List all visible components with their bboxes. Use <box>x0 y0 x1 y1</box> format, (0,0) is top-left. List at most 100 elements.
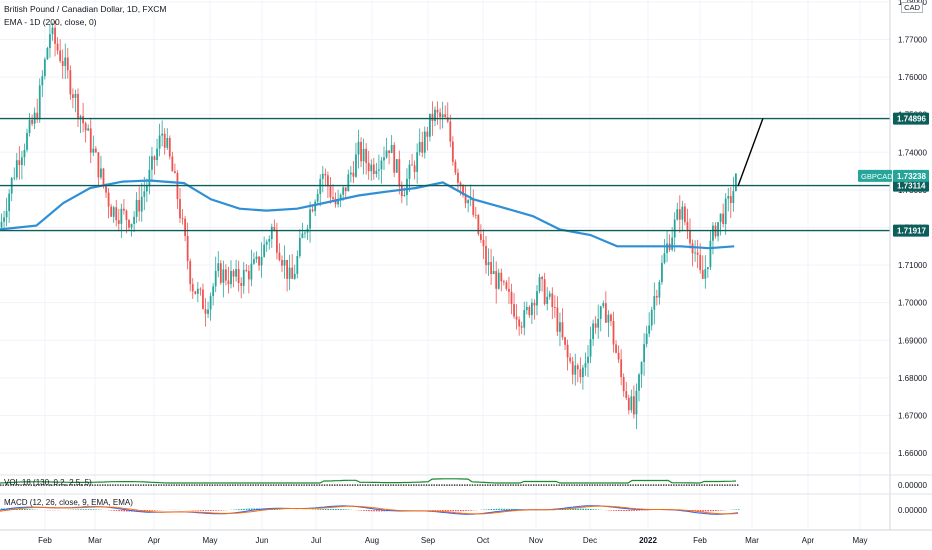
candle-body <box>531 302 533 316</box>
vol-bar <box>622 484 624 486</box>
candle-body <box>337 200 339 205</box>
candle-body <box>13 177 16 179</box>
vol-bar <box>359 484 361 486</box>
candle-body <box>245 269 248 271</box>
currency-badge[interactable]: CAD <box>901 2 923 13</box>
vol-bar <box>239 484 242 486</box>
macd-histogram-bar <box>697 510 699 512</box>
candle-body <box>462 185 464 196</box>
vol-bar <box>563 484 565 486</box>
candle-body <box>151 156 153 170</box>
candle-body <box>84 123 87 131</box>
vol-bar <box>147 484 150 486</box>
candle-body <box>653 296 656 310</box>
macd-histogram-bar <box>715 510 717 511</box>
vol-bar <box>354 484 356 486</box>
vol-bar <box>272 484 275 486</box>
vol-bar <box>122 484 124 486</box>
vol-bar <box>481 484 484 486</box>
candle-body <box>469 198 472 201</box>
candle-body <box>724 198 727 224</box>
candle-body <box>265 241 268 245</box>
vol-bar <box>453 484 456 486</box>
vol-bar <box>464 484 466 486</box>
vol-bar <box>306 484 308 486</box>
macd-histogram-bar <box>253 508 256 510</box>
candle-body <box>533 302 536 306</box>
macd-histogram-bar <box>95 509 97 510</box>
macd-histogram-bar <box>243 508 245 510</box>
vol-bar <box>476 484 479 486</box>
candle-body <box>559 322 561 332</box>
vol-bar <box>665 484 667 486</box>
vol-bar <box>532 484 535 486</box>
candle-body <box>250 263 253 280</box>
time-tick-label: Oct <box>477 536 490 545</box>
vol-bar <box>357 484 359 486</box>
vol-bar <box>395 484 397 486</box>
candle-body <box>21 157 23 166</box>
vol-bar <box>191 484 193 486</box>
vol-bar <box>586 484 588 486</box>
candle-body <box>227 280 230 285</box>
candle-body <box>474 214 477 216</box>
vol-bar <box>198 484 201 486</box>
vol-bar <box>346 484 349 486</box>
candle-body <box>640 362 643 375</box>
vol-bar <box>117 484 119 486</box>
macd-histogram-bar <box>574 508 577 510</box>
candle-body <box>105 184 107 193</box>
forecast-line[interactable] <box>737 118 764 187</box>
candle-body <box>528 306 531 316</box>
vol-bar <box>540 484 542 486</box>
vol-bar <box>499 484 502 486</box>
candle-body <box>556 307 559 332</box>
candle-body <box>253 259 255 264</box>
candle-body <box>145 186 148 192</box>
vol-bar <box>410 484 412 486</box>
level-price-tag <box>893 112 929 125</box>
macd-histogram-bar <box>702 510 704 512</box>
candle-body <box>263 244 266 257</box>
time-tick-label: Feb <box>38 536 52 545</box>
vol-bar <box>428 484 430 486</box>
macd-histogram-bar <box>77 509 80 510</box>
candle-body <box>273 226 276 231</box>
candle-body <box>329 186 332 198</box>
vol-bar <box>726 484 729 486</box>
price-axis[interactable]: 1.66000 1.67000 1.68000 1.69000 1.70000 1.710… <box>0 0 932 531</box>
candle-body <box>589 339 592 357</box>
candle-body <box>719 213 722 223</box>
vol-bar <box>645 484 647 486</box>
macd-histogram-bar <box>363 510 365 511</box>
candle-body <box>283 259 286 266</box>
macd-histogram-bar <box>202 510 205 511</box>
horizontal-lines[interactable] <box>0 117 890 232</box>
vol-bar <box>443 484 446 486</box>
macd-histogram-bar <box>217 510 220 511</box>
candle-body <box>627 397 630 411</box>
vol-bar <box>402 484 405 486</box>
macd-histogram-bar <box>462 510 465 512</box>
candle-body <box>298 238 301 256</box>
candle-body <box>41 76 44 86</box>
macd-histogram-bar <box>628 510 630 512</box>
vol-bar <box>56 484 58 486</box>
candle-body <box>204 309 207 314</box>
macd-histogram-bar <box>444 510 447 512</box>
candle-body <box>513 304 515 317</box>
candle-body <box>66 57 69 71</box>
vol-bar <box>668 484 670 486</box>
vol-line <box>0 478 737 484</box>
vol-bar <box>647 484 650 486</box>
candle-body <box>347 174 350 192</box>
macd-histogram-bar <box>720 510 722 511</box>
vol-bar <box>183 484 185 486</box>
time-axis[interactable]: Feb Mar Apr May Jun Jul Aug Sep Oct Nov Dec 2022 Feb… <box>38 536 867 545</box>
candle-body <box>217 263 220 271</box>
vol-bar <box>612 484 614 486</box>
vol-bar <box>267 484 270 486</box>
candle-body <box>153 156 156 161</box>
candle-body <box>444 114 447 118</box>
